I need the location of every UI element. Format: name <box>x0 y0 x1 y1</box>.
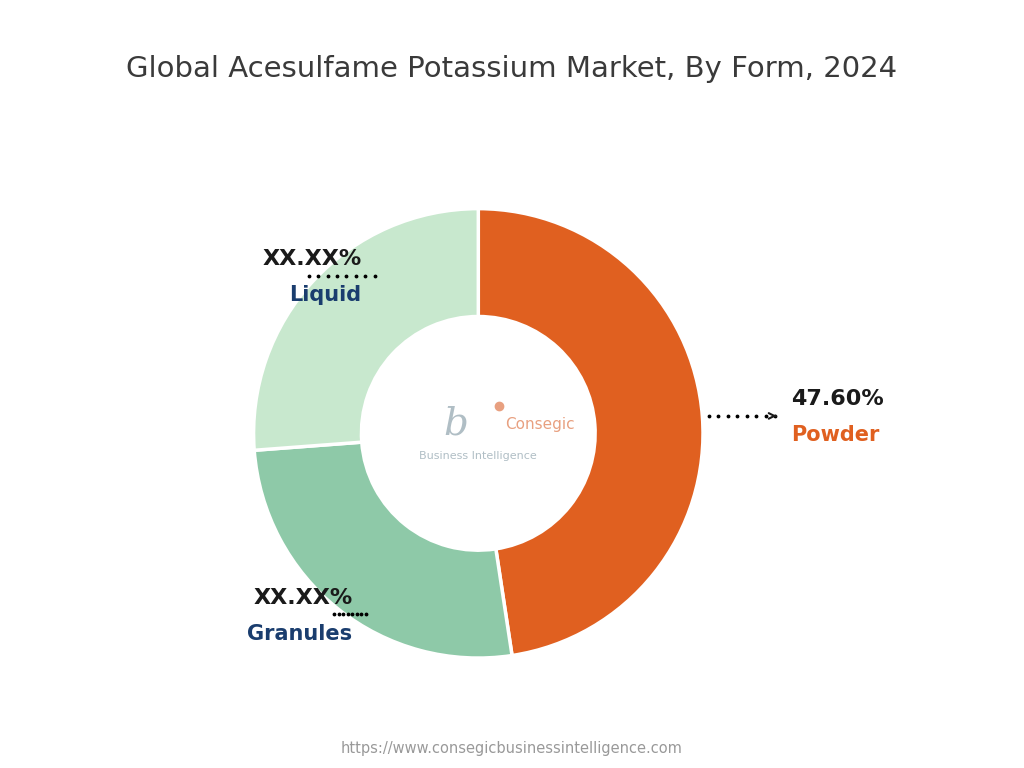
Text: XX.XX%: XX.XX% <box>262 249 361 269</box>
Text: Liquid: Liquid <box>290 285 361 305</box>
Text: Business Intelligence: Business Intelligence <box>420 451 538 461</box>
Text: Granules: Granules <box>248 624 352 644</box>
Circle shape <box>361 316 595 550</box>
Text: Powder: Powder <box>791 425 879 445</box>
Text: b: b <box>443 406 468 443</box>
Wedge shape <box>254 442 512 658</box>
Text: XX.XX%: XX.XX% <box>253 588 352 607</box>
Text: Global Acesulfame Potassium Market, By Form, 2024: Global Acesulfame Potassium Market, By F… <box>126 55 898 83</box>
Text: https://www.consegicbusinessintelligence.com: https://www.consegicbusinessintelligence… <box>341 741 683 756</box>
Text: Consegic: Consegic <box>505 417 574 432</box>
Wedge shape <box>478 209 703 656</box>
Wedge shape <box>254 209 478 450</box>
Text: 47.60%: 47.60% <box>791 389 884 409</box>
